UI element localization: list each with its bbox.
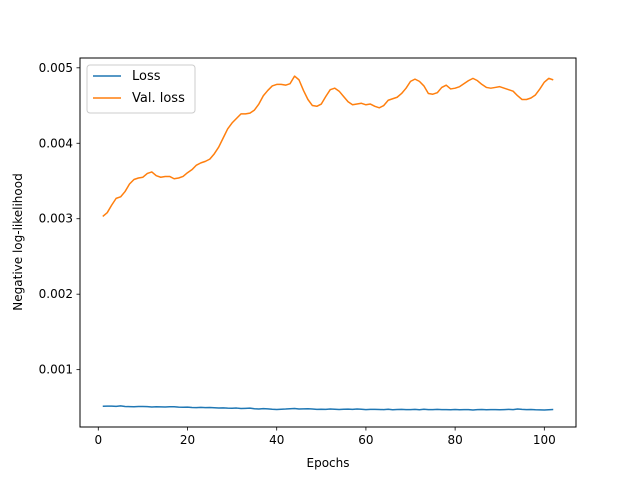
- x-tick-label: 80: [447, 433, 462, 447]
- series-line-loss: [102, 405, 554, 411]
- y-tick-label: 0.001: [39, 363, 73, 377]
- x-tick-label: 0: [94, 433, 102, 447]
- x-tick-label: 20: [180, 433, 195, 447]
- series-line-val-loss: [102, 75, 554, 218]
- y-axis-label: Negative log-likelihood: [11, 173, 25, 310]
- plot-frame: [79, 57, 577, 428]
- legend-label-loss: Loss: [132, 69, 161, 84]
- y-tick-label: 0.005: [39, 61, 73, 75]
- x-axis-label: Epochs: [307, 456, 350, 470]
- legend-box: [86, 64, 196, 114]
- x-tick-label: 60: [358, 433, 373, 447]
- series-layer: [102, 75, 554, 411]
- x-axis-ticks: 0 20 40 60 80 100: [94, 427, 556, 447]
- legend: Loss Val. loss: [86, 64, 196, 114]
- y-tick-label: 0.002: [39, 287, 73, 301]
- y-tick-label: 0.004: [39, 136, 73, 150]
- x-tick-label: 40: [269, 433, 284, 447]
- y-axis-ticks: 0.001 0.002 0.003 0.004 0.005: [39, 61, 80, 377]
- y-tick-label: 0.003: [39, 212, 73, 226]
- legend-label-val-loss: Val. loss: [132, 91, 185, 106]
- x-tick-label: 100: [533, 433, 556, 447]
